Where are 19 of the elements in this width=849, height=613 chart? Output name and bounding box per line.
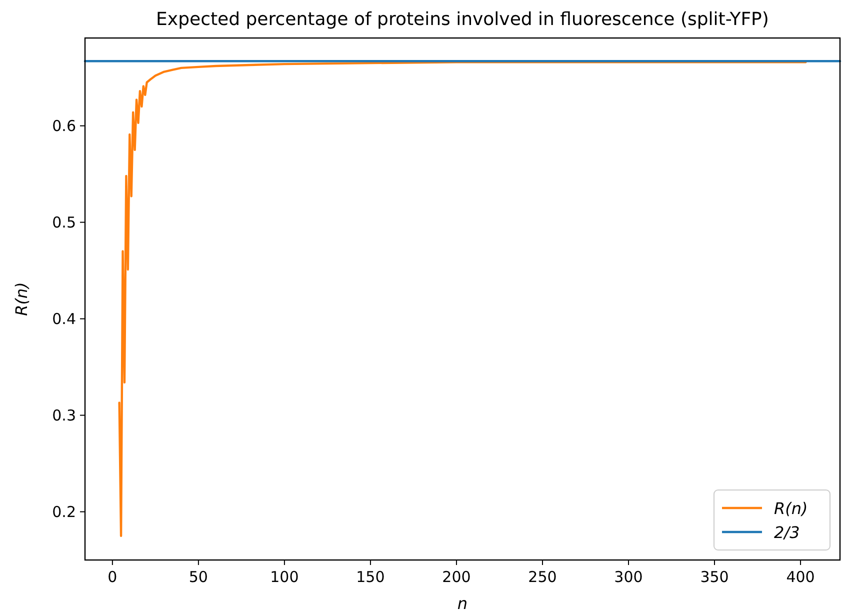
y-tick-label: 0.3 — [52, 406, 76, 424]
x-axis-title: n — [457, 594, 468, 613]
x-tick-label: 200 — [442, 568, 471, 586]
x-tick-label: 100 — [270, 568, 299, 586]
x-tick-label: 50 — [188, 568, 208, 586]
x-tick-label: 400 — [786, 568, 815, 586]
x-tick-label: 300 — [614, 568, 643, 586]
y-tick-label: 0.4 — [52, 310, 76, 328]
x-tick-label: 250 — [528, 568, 557, 586]
x-tick-label: 0 — [108, 568, 118, 586]
legend-label: R(n) — [774, 499, 808, 518]
y-tick-label: 0.5 — [52, 213, 76, 232]
y-tick-label: 0.2 — [52, 502, 76, 521]
x-tick-label: 350 — [700, 568, 729, 586]
x-tick-label: 150 — [356, 568, 385, 586]
y-axis-title: R(n) — [12, 282, 31, 316]
legend-label: 2/3 — [774, 523, 800, 542]
chart-title: Expected percentage of proteins involved in fluorescence (split-YFP) — [156, 9, 769, 30]
y-tick-label: 0.6 — [52, 116, 76, 135]
